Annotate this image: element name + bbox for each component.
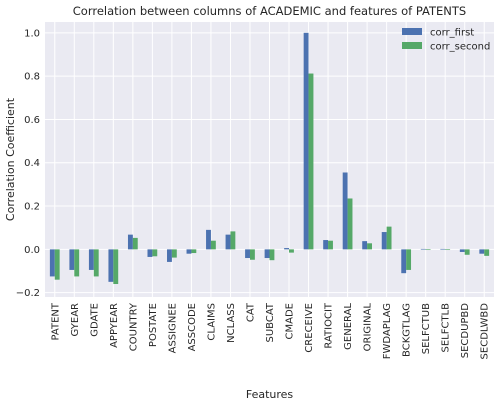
bar-corr-first-cmade: [284, 248, 290, 250]
bar-corr-second-postate: [152, 249, 158, 257]
bar-corr-second-selfctlb: [445, 249, 451, 251]
y-tick-label: 0.6: [24, 115, 40, 126]
x-tick-label: BCKGTLAG: [402, 303, 413, 357]
bar-corr-second-subcat: [269, 249, 275, 261]
bar-corr-first-gdate: [88, 249, 94, 270]
x-tick-label: SECDLWBD: [480, 303, 491, 360]
x-tick-label: CRECEIVE: [304, 303, 315, 353]
y-tick-label: 0.4: [24, 158, 40, 169]
bar-corr-second-gdate: [93, 249, 99, 277]
y-tick-label: 0.2: [24, 202, 40, 213]
bar-corr-first-postate: [147, 249, 153, 257]
x-tick-labels: PATENT GYEAR GDATE APPYEAR COUNTRY POSTATE ASS…: [50, 302, 490, 359]
y-axis-label: Correlation Coefficient: [4, 97, 17, 221]
x-tick-label: GENERAL: [343, 303, 354, 350]
x-tick-label: SUBCAT: [265, 302, 276, 342]
bar-corr-first-nclass: [225, 234, 231, 250]
x-tick-label: ASSIGNEE: [167, 303, 178, 353]
bar-corr-second-nclass: [230, 231, 236, 250]
bar-corr-second-claims: [210, 240, 216, 250]
x-tick-label: FWDAPLAG: [382, 303, 393, 359]
legend-swatch-corr-first: [402, 28, 422, 35]
bar-corr-second-fwdaplag: [386, 226, 392, 250]
legend-swatch-corr-second: [402, 42, 422, 49]
bar-corr-second-cat: [249, 249, 255, 260]
x-tick-label: PATENT: [50, 302, 61, 340]
bar-corr-first-ratiocit: [323, 240, 329, 250]
y-tick-label: 0.0: [24, 245, 40, 256]
bar-corr-second-secdupbd: [464, 249, 470, 255]
bar-corr-second-appyear: [113, 249, 119, 285]
x-tick-label: GDATE: [89, 303, 100, 337]
bar-corr-first-appyear: [108, 249, 114, 282]
bar-corr-first-creceive: [303, 32, 309, 250]
x-tick-label: APPYEAR: [109, 303, 120, 348]
bar-corr-second-patent: [54, 249, 60, 280]
bar-corr-second-country: [132, 237, 138, 250]
x-tick-label: NCLASS: [226, 303, 237, 343]
bar-corr-second-cmade: [289, 249, 294, 253]
x-tick-label: CLAIMS: [206, 303, 217, 341]
bar-corr-first-cat: [245, 249, 250, 259]
y-tick-label: 0.8: [24, 72, 40, 83]
bar-corr-second-original: [367, 243, 372, 250]
chart-title: Correlation between columns of ACADEMIC …: [73, 4, 466, 18]
bar-corr-first-fwdaplag: [381, 232, 387, 250]
bar-corr-first-bckgtlag: [401, 249, 407, 274]
bar-corr-first-secdupbd: [459, 249, 465, 252]
bar-corr-second-creceive: [308, 73, 314, 250]
legend-label-corr-first: corr_first: [430, 28, 474, 39]
y-tick-labels: −0.2 0.0 0.2 0.4 0.6 0.8 1.0: [16, 28, 40, 299]
legend-label-corr-second: corr_second: [430, 42, 490, 53]
y-tick-label: 1.0: [24, 28, 40, 39]
x-tick-label: ORIGINAL: [363, 303, 374, 352]
legend: corr_first corr_second: [402, 28, 490, 53]
bar-corr-first-asscode: [186, 249, 192, 254]
bar-corr-second-selfctub: [425, 249, 431, 251]
x-tick-label: SECDUPBD: [460, 303, 471, 359]
bar-corr-second-gyear: [74, 249, 80, 277]
bar-corr-first-secdlwbd: [479, 249, 485, 254]
bar-corr-second-bckgtlag: [406, 249, 412, 270]
x-tick-label: GYEAR: [70, 303, 81, 337]
x-tick-label: SELFCTLB: [441, 303, 452, 353]
x-tick-label: SELFCTUB: [421, 303, 432, 354]
bar-corr-first-original: [362, 241, 368, 250]
bar-corr-first-selfctub: [420, 248, 426, 250]
bars: [49, 32, 490, 285]
x-tick-label: RATIOCIT: [324, 302, 335, 348]
bar-corr-first-assignee: [167, 249, 172, 262]
bar-corr-first-selfctlb: [440, 248, 446, 250]
bar-corr-second-assignee: [171, 249, 177, 258]
x-tick-label: CMADE: [285, 303, 296, 339]
bar-corr-second-ratiocit: [328, 240, 333, 250]
bar-corr-first-country: [127, 234, 133, 250]
bar-corr-second-general: [347, 198, 353, 250]
y-tick-label: −0.2: [16, 288, 40, 299]
bar-corr-first-claims: [206, 229, 211, 250]
x-tick-label: COUNTRY: [128, 302, 139, 351]
bar-corr-second-asscode: [191, 249, 197, 254]
bar-corr-second-secdlwbd: [484, 249, 490, 256]
bar-corr-first-subcat: [264, 249, 270, 259]
x-tick-label: CAT: [245, 302, 256, 322]
x-tick-label: ASSCODE: [187, 303, 198, 351]
x-tick-label: POSTATE: [148, 303, 159, 347]
bar-corr-first-general: [342, 172, 348, 250]
bar-corr-first-gyear: [69, 249, 75, 270]
bar-corr-first-patent: [49, 249, 55, 277]
x-axis-label: Features: [246, 388, 294, 401]
